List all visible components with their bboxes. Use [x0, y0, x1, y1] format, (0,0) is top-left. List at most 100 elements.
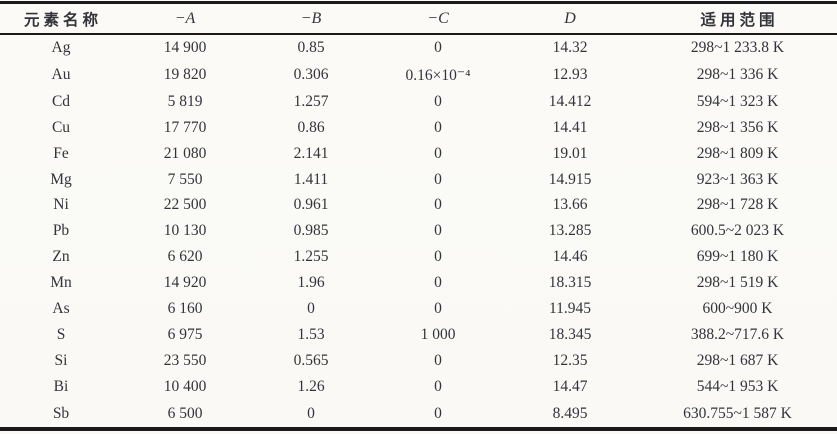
cell-neg-a: 21 080 — [163, 144, 207, 162]
cell-neg-b: 1.26 — [297, 378, 325, 396]
cell-range: 298~1 356 K — [696, 118, 779, 136]
cell-neg-a: 6 620 — [167, 248, 203, 266]
cell-range: 298~1 519 K — [696, 274, 779, 292]
table-row: Ni 22 500 0.961 0 13.66 298~1 728 K — [0, 193, 837, 219]
col-header-neg-c: −C — [374, 2, 502, 35]
cell-neg-a: 10 130 — [163, 222, 207, 240]
cell-neg-c: 1 000 — [420, 326, 456, 344]
cell-range: 298~1 233.8 K — [690, 39, 785, 57]
cell-d: 19.01 — [552, 144, 588, 162]
cell-element: Au — [51, 66, 71, 84]
cell-element: Pb — [52, 222, 70, 240]
table-row: Cu 17 770 0.86 0 14.41 298~1 356 K — [0, 115, 837, 141]
cell-neg-b: 0.306 — [293, 66, 329, 84]
cell-neg-a: 6 500 — [167, 404, 203, 422]
cell-neg-c: 0 — [434, 274, 442, 292]
cell-neg-a: 14 920 — [163, 274, 207, 292]
cell-element: Bi — [53, 378, 69, 396]
cell-neg-a: 6 975 — [167, 326, 203, 344]
cell-neg-a: 6 160 — [167, 300, 203, 318]
cell-neg-c: 0 — [434, 170, 442, 188]
cell-d: 13.66 — [552, 196, 588, 214]
cell-neg-c: 0 — [434, 222, 442, 240]
cell-neg-b: 0.86 — [297, 118, 325, 136]
table-row: Mn 14 920 1.96 0 18.315 298~1 519 K — [0, 270, 837, 296]
cell-neg-a: 7 550 — [167, 170, 203, 188]
cell-element: Ni — [53, 196, 69, 214]
cell-element: Sb — [52, 404, 70, 422]
cell-neg-c: 0 — [434, 300, 442, 318]
cell-neg-c: 0 — [434, 378, 442, 396]
cell-d: 14.46 — [552, 248, 588, 266]
cell-element: Mn — [50, 274, 72, 292]
cell-neg-b: 1.53 — [297, 326, 325, 344]
table-row: Mg 7 550 1.411 0 14.915 923~1 363 K — [0, 167, 837, 193]
cell-neg-a: 14 900 — [163, 39, 207, 57]
table-row: Ag 14 900 0.85 0 14.32 298~1 233.8 K — [0, 34, 837, 61]
cell-neg-c: 0 — [434, 118, 442, 136]
header-row: 元素名称 −A −B −C D 适用范围 — [0, 2, 837, 35]
cell-range: 544~1 953 K — [696, 378, 779, 396]
cell-range: 600.5~2 023 K — [690, 222, 785, 240]
cell-range: 298~1 687 K — [696, 352, 779, 370]
cell-neg-b: 1.411 — [293, 170, 329, 188]
cell-element: As — [52, 300, 70, 318]
cell-d: 12.93 — [552, 66, 588, 84]
cell-neg-b: 0 — [307, 404, 315, 422]
col-header-applicable-range: 适用范围 — [638, 2, 837, 35]
col-header-d: D — [502, 2, 638, 35]
cell-neg-b: 1.96 — [297, 274, 325, 292]
table-row: Zn 6 620 1.255 0 14.46 699~1 180 K — [0, 244, 837, 270]
cell-range: 630.755~1 587 K — [683, 404, 792, 422]
table-row: Si 23 550 0.565 0 12.35 298~1 687 K — [0, 348, 837, 374]
cell-neg-a: 5 819 — [167, 92, 203, 110]
cell-neg-b: 2.141 — [293, 144, 329, 162]
cell-element: Fe — [53, 144, 69, 162]
cell-neg-b: 0.961 — [293, 196, 329, 214]
cell-neg-c: 0.16×10⁻⁴ — [405, 66, 471, 84]
cell-neg-c: 0 — [434, 144, 442, 162]
cell-d: 11.945 — [548, 300, 592, 318]
cell-neg-a: 17 770 — [163, 118, 207, 136]
cell-range: 298~1 809 K — [696, 144, 779, 162]
cell-neg-a: 22 500 — [163, 196, 207, 214]
table-row: Fe 21 080 2.141 0 19.01 298~1 809 K — [0, 141, 837, 167]
cell-d: 18.315 — [548, 274, 592, 292]
col-header-neg-a: −A — [122, 2, 248, 35]
cell-element: Cd — [51, 92, 71, 110]
table-row: Sb 6 500 0 0 8.495 630.755~1 587 K — [0, 400, 837, 429]
cell-d: 14.412 — [548, 92, 592, 110]
cell-neg-c: 0 — [434, 404, 442, 422]
cell-neg-b: 1.257 — [293, 92, 329, 110]
cell-neg-a: 19 820 — [163, 66, 207, 84]
cell-neg-b: 0.565 — [293, 352, 329, 370]
cell-range: 699~1 180 K — [696, 248, 779, 266]
table-row: Bi 10 400 1.26 0 14.47 544~1 953 K — [0, 374, 837, 400]
cell-element: Mg — [50, 170, 72, 188]
cell-neg-c: 0 — [434, 352, 442, 370]
cell-neg-b: 0.85 — [297, 39, 325, 57]
table-row: S 6 975 1.53 1 000 18.345 388.2~717.6 K — [0, 322, 837, 348]
cell-d: 14.41 — [552, 118, 588, 136]
cell-neg-c: 0 — [434, 196, 442, 214]
cell-range: 298~1 728 K — [696, 196, 779, 214]
cell-element: Si — [54, 352, 68, 370]
cell-neg-b: 0 — [307, 300, 315, 318]
cell-d: 12.35 — [552, 352, 588, 370]
col-header-element-name: 元素名称 — [0, 2, 122, 35]
cell-neg-c: 0 — [434, 248, 442, 266]
cell-neg-b: 0.985 — [293, 222, 329, 240]
cell-element: Ag — [51, 39, 71, 57]
cell-neg-c: 0 — [434, 92, 442, 110]
cell-range: 388.2~717.6 K — [690, 326, 785, 344]
table-row: Au 19 820 0.306 0.16×10⁻⁴ 12.93 298~1 33… — [0, 61, 837, 88]
table-row: Cd 5 819 1.257 0 14.412 594~1 323 K — [0, 89, 837, 115]
cell-element: Zn — [52, 248, 70, 266]
cell-neg-c: 0 — [434, 39, 442, 57]
cell-d: 14.32 — [552, 39, 588, 57]
cell-neg-b: 1.255 — [293, 248, 329, 266]
cell-element: Cu — [51, 118, 71, 136]
cell-neg-a: 23 550 — [163, 352, 207, 370]
